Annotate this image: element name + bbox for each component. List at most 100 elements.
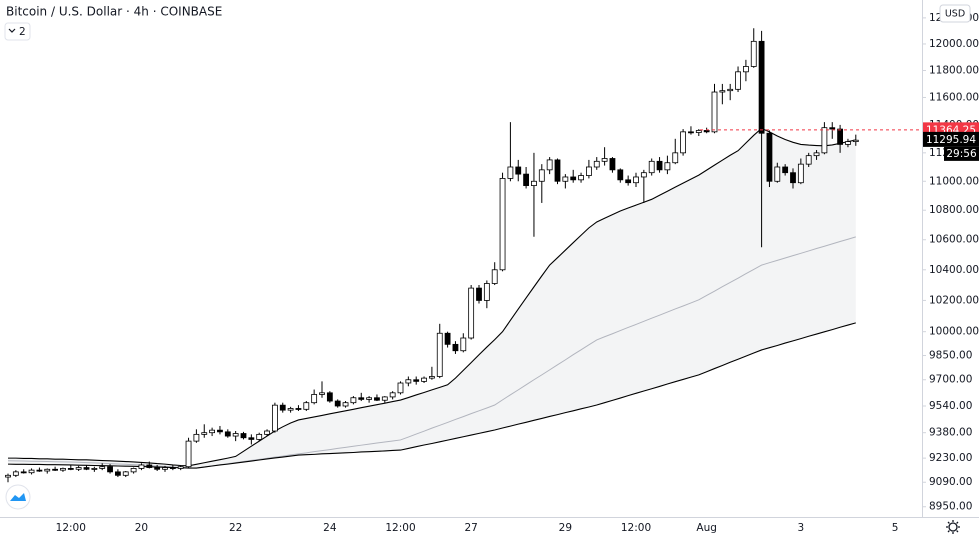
indicator-count: 2 bbox=[19, 26, 26, 38]
candle-body bbox=[562, 176, 569, 182]
x-tick-label: 5 bbox=[892, 522, 899, 534]
candle-body bbox=[766, 132, 773, 182]
candle-body bbox=[115, 471, 121, 476]
y-tick-label: 9230.00 bbox=[929, 452, 972, 464]
candle-body bbox=[656, 160, 663, 171]
y-tick-label: 11800.00 bbox=[929, 64, 979, 76]
candle-body bbox=[640, 172, 647, 178]
y-tick-label: 9380.00 bbox=[929, 427, 972, 439]
plot-area bbox=[5, 28, 922, 483]
candle-body bbox=[44, 468, 51, 472]
candle-body bbox=[719, 90, 726, 93]
candle-body bbox=[421, 377, 427, 382]
candle-body bbox=[538, 169, 545, 182]
candle-body bbox=[468, 287, 475, 339]
candle-body bbox=[523, 173, 529, 186]
candle-body bbox=[248, 437, 255, 440]
candle-body bbox=[201, 432, 208, 435]
candle-body bbox=[303, 402, 310, 410]
settings-button[interactable] bbox=[946, 520, 960, 534]
candle-body bbox=[852, 139, 859, 143]
x-tick-label: 27 bbox=[464, 522, 477, 534]
currency-button[interactable]: USD bbox=[939, 4, 971, 23]
axes: 12200.0012000.0011800.0011600.0011400.00… bbox=[56, 12, 979, 534]
candle-body bbox=[342, 402, 349, 407]
candle-body bbox=[586, 166, 592, 176]
candle-body bbox=[20, 471, 27, 474]
candle-body bbox=[264, 430, 270, 435]
y-tick-label: 10800.00 bbox=[929, 204, 979, 216]
x-tick-label: 29 bbox=[559, 522, 572, 534]
candle-body bbox=[476, 287, 482, 301]
candle-body bbox=[413, 379, 420, 382]
x-tick-label: 12:00 bbox=[621, 522, 651, 534]
candle-body bbox=[531, 180, 537, 186]
candle-body bbox=[256, 433, 263, 440]
candle-body bbox=[680, 131, 686, 154]
candle-body bbox=[790, 172, 796, 184]
candle-body bbox=[169, 467, 176, 469]
chart-title: Bitcoin / U.S. Dollar · 4h · COINBASE bbox=[6, 5, 222, 19]
candle-body bbox=[664, 162, 671, 171]
y-tick-label: 12000.00 bbox=[929, 38, 979, 50]
candle-body bbox=[154, 467, 161, 470]
y-tick-label: 9850.00 bbox=[929, 350, 972, 362]
candle-body bbox=[491, 269, 498, 284]
candle-body bbox=[193, 433, 200, 442]
candle-body bbox=[358, 397, 365, 400]
x-tick-label: 12:00 bbox=[385, 522, 415, 534]
candle-body bbox=[829, 127, 836, 130]
candle-body bbox=[138, 464, 145, 469]
candle-body bbox=[99, 466, 106, 469]
candle-body bbox=[60, 468, 66, 471]
candle-body bbox=[805, 155, 812, 165]
candle-body bbox=[389, 392, 396, 398]
candle-body bbox=[67, 468, 74, 470]
band-fill bbox=[8, 128, 856, 469]
candle-body bbox=[326, 392, 333, 402]
logo[interactable] bbox=[5, 484, 31, 510]
candle-body bbox=[279, 404, 286, 411]
countdown: 29:56 bbox=[946, 148, 977, 160]
candle-body bbox=[672, 152, 679, 164]
candle-body bbox=[750, 40, 757, 67]
candle-body bbox=[743, 66, 749, 73]
currency-box[interactable] bbox=[939, 4, 971, 23]
x-tick-label: 22 bbox=[229, 522, 242, 534]
candle-body bbox=[295, 408, 302, 410]
currency-label: USD bbox=[945, 9, 965, 20]
y-tick-label: 10200.00 bbox=[929, 294, 979, 306]
candle-body bbox=[185, 440, 192, 468]
candle-body bbox=[507, 166, 514, 179]
candle-body bbox=[428, 376, 435, 379]
x-tick-label: 20 bbox=[135, 522, 148, 534]
candle-body bbox=[366, 397, 373, 400]
candle-body bbox=[240, 433, 247, 439]
candle-body bbox=[499, 178, 506, 271]
candle-body bbox=[271, 404, 278, 432]
y-tick-label: 11000.00 bbox=[929, 175, 979, 187]
candle-body bbox=[436, 332, 443, 377]
candle-body bbox=[122, 471, 129, 476]
candle-body bbox=[797, 163, 804, 184]
chevron-icon bbox=[8, 28, 16, 33]
candle-body bbox=[83, 467, 90, 470]
logo-circle[interactable] bbox=[5, 484, 31, 510]
candle-body bbox=[374, 397, 380, 401]
candle-body bbox=[617, 169, 624, 181]
price-label: 11295.94 bbox=[926, 134, 976, 146]
candle-body bbox=[91, 468, 98, 470]
candle-body bbox=[609, 158, 616, 171]
candle-body bbox=[177, 466, 184, 469]
candle-body bbox=[578, 175, 584, 181]
candle-body bbox=[782, 166, 789, 174]
candle-body bbox=[232, 433, 239, 437]
candle-body bbox=[703, 130, 710, 133]
gear-icon[interactable] bbox=[948, 522, 958, 532]
candle-body bbox=[217, 429, 223, 433]
candle-body bbox=[107, 466, 113, 473]
gear-teeth bbox=[946, 520, 960, 534]
indicator-toggle[interactable]: 2 bbox=[4, 22, 31, 41]
indicator-toggle-box[interactable] bbox=[4, 22, 31, 41]
y-tick-label: 9090.00 bbox=[929, 476, 972, 488]
